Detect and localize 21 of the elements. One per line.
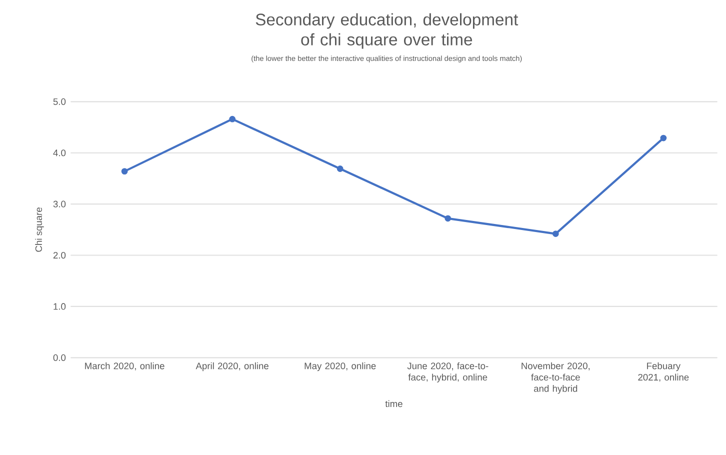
x-axis-title: time: [385, 400, 402, 408]
y-tick-label: 0.0: [53, 354, 66, 361]
y-axis-title: Chi square: [35, 208, 44, 252]
x-tick-label: June 2020, face-to-face, hybrid, online: [407, 362, 488, 382]
x-tick-label: March 2020, online: [85, 362, 164, 370]
y-tick-label: 4.0: [53, 150, 66, 156]
point: [444, 215, 452, 222]
y-tick-label: 2.0: [53, 252, 66, 259]
y-tick-label: 1.0: [54, 303, 66, 310]
chart-title: Secondary education, development of chi square over time: [256, 13, 518, 49]
x-tick-label: May 2020, online: [304, 362, 376, 372]
y-tick-label: 5.0: [53, 98, 66, 105]
x-tick-label: November 2020, face-to-face and hybrid: [522, 362, 590, 394]
point: [121, 168, 128, 175]
x-tick-label: April 2020, online: [196, 362, 268, 372]
point: [229, 116, 236, 122]
point: [336, 166, 344, 172]
x-tick-label: Febuary 2021, online: [638, 362, 689, 382]
y-tick-label: 3.0: [53, 200, 66, 208]
point: [552, 230, 559, 237]
point: [660, 134, 667, 142]
